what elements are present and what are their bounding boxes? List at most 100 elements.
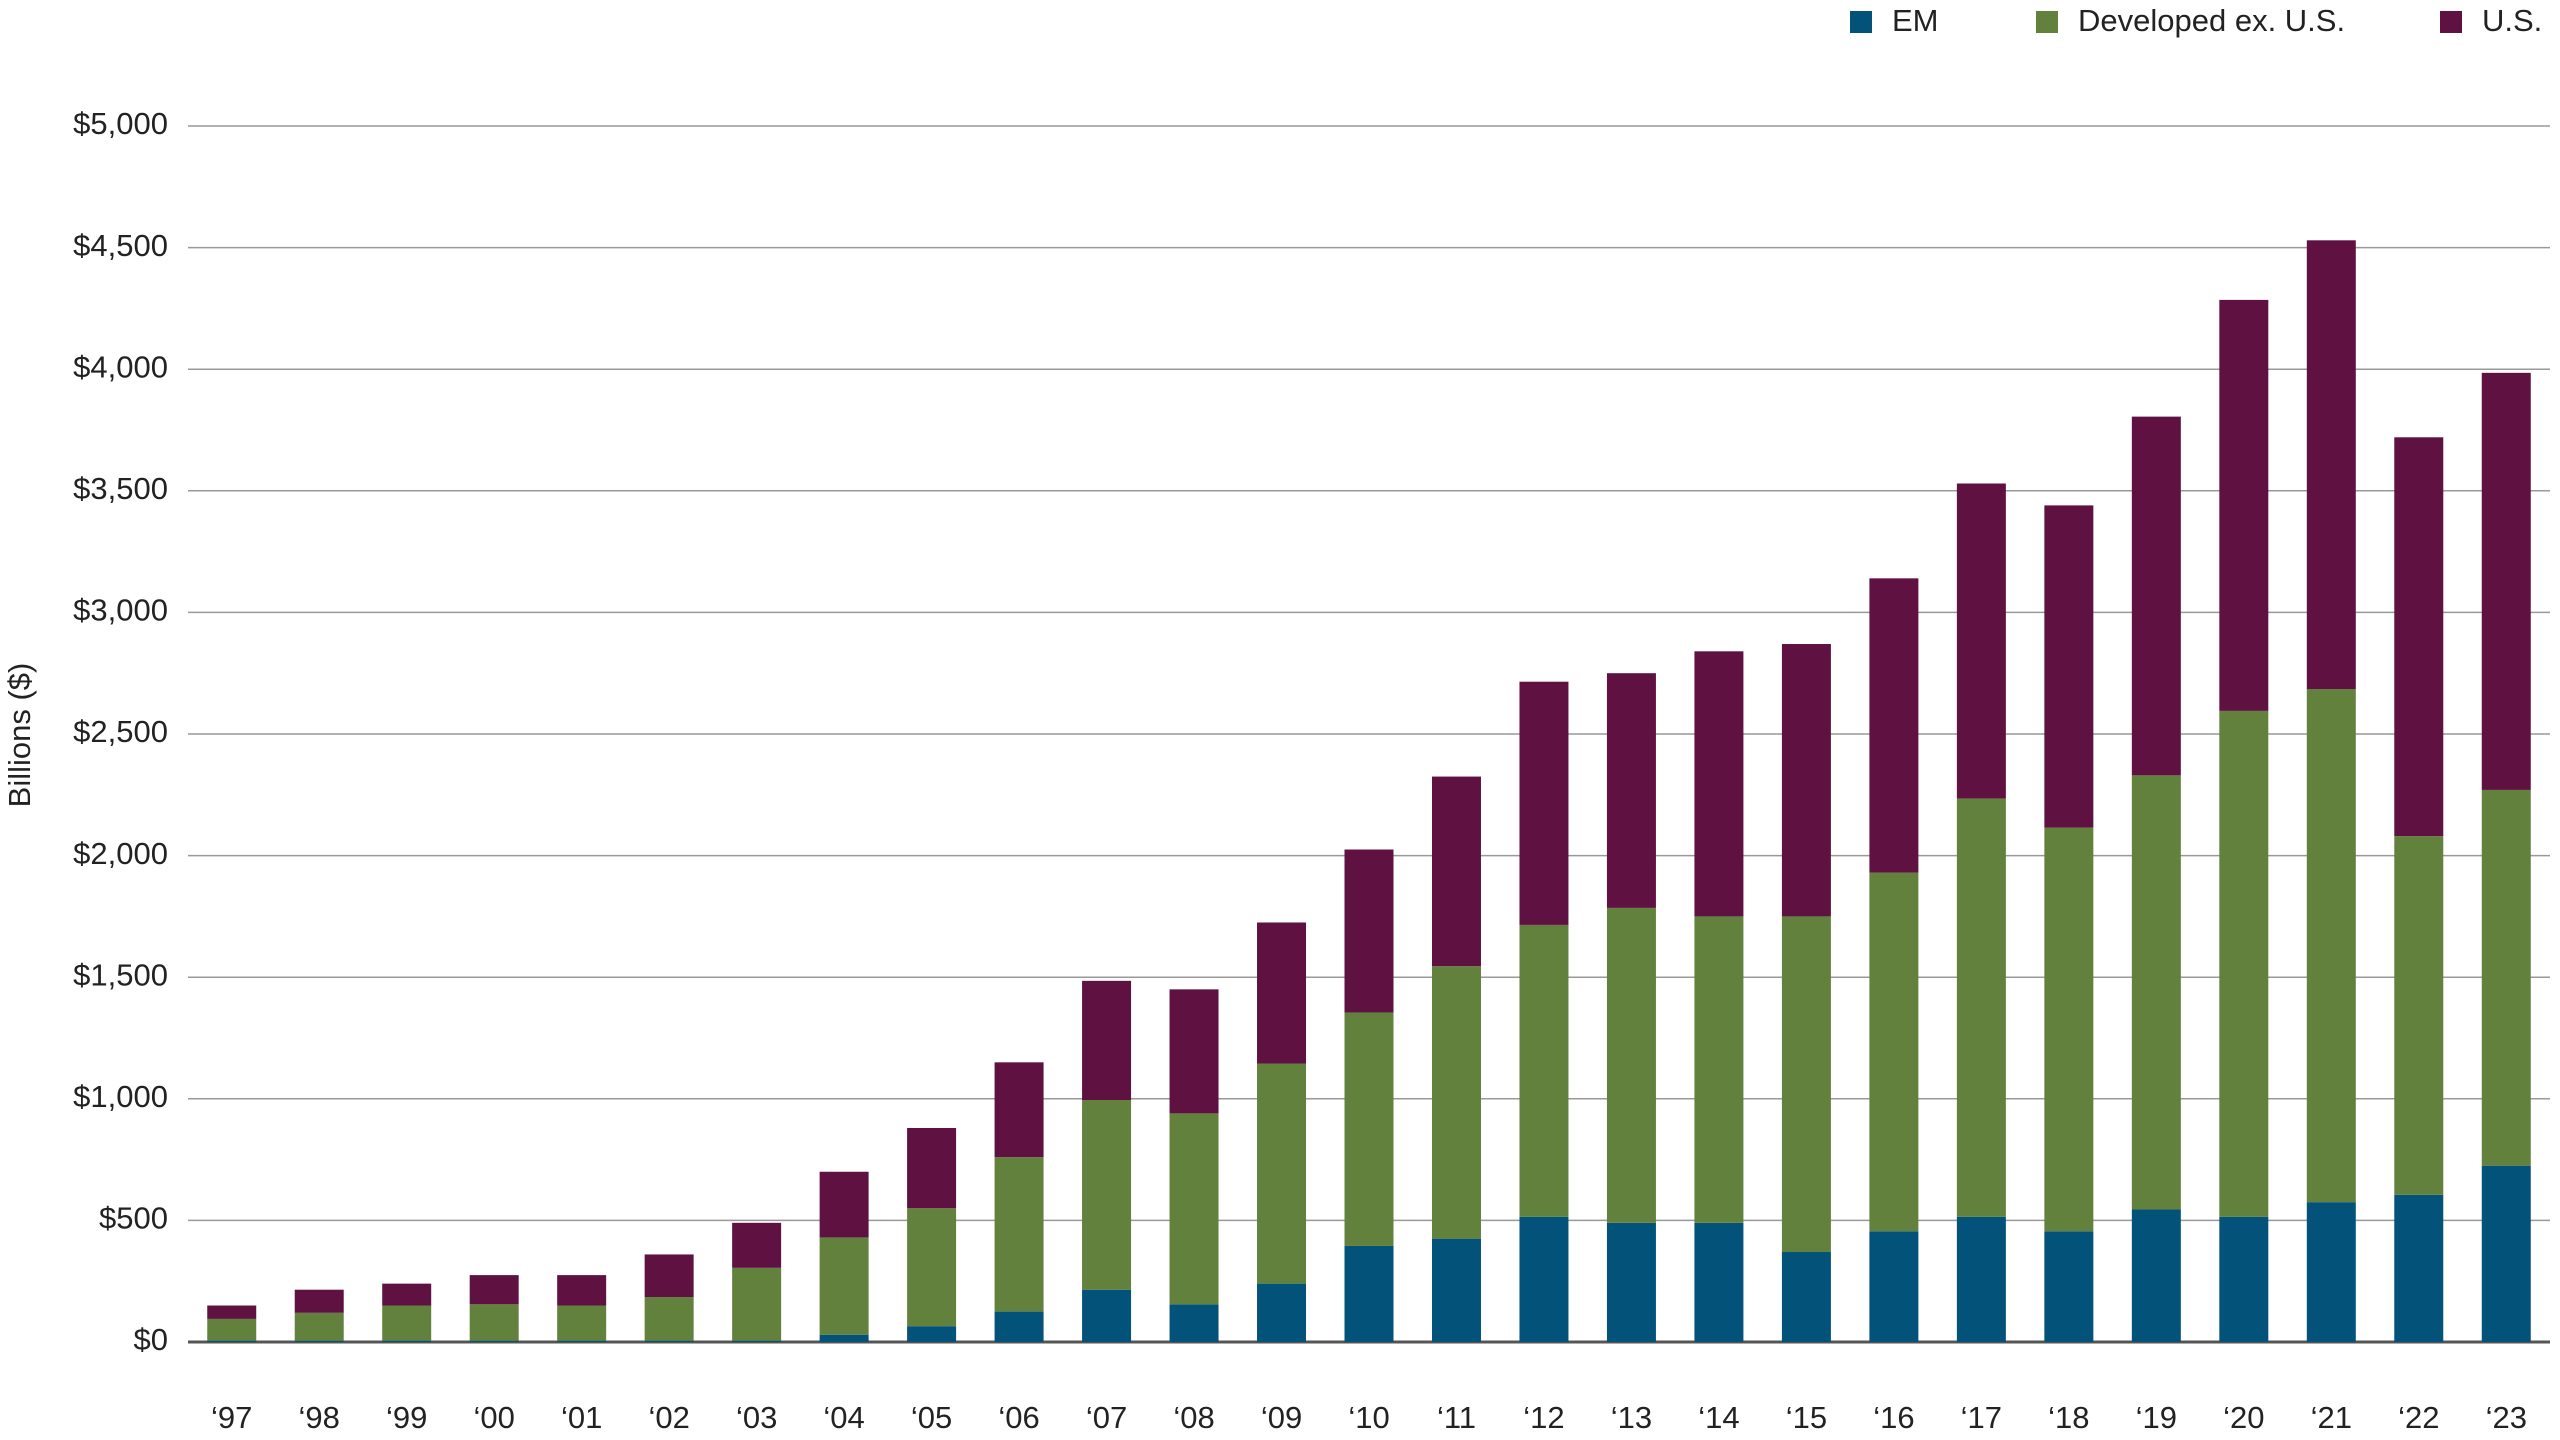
- bar-segment: [382, 1340, 432, 1342]
- x-tick-label: ‘22: [2398, 1400, 2439, 1435]
- x-tick-label: ‘99: [386, 1400, 427, 1435]
- legend-swatch: [2036, 11, 2058, 33]
- x-tick-label: ‘15: [1786, 1400, 1827, 1435]
- bar-segment: [1257, 1283, 1307, 1342]
- bar-segment: [207, 1305, 257, 1319]
- bar-segment: [294, 1340, 344, 1342]
- bar-segment: [2481, 372, 2531, 790]
- bar-segment: [1956, 483, 2006, 799]
- bar-segment: [994, 1157, 1044, 1312]
- bar-segment: [1344, 1012, 1394, 1246]
- bar-segment: [644, 1340, 694, 1342]
- bar-segment: [294, 1289, 344, 1313]
- y-tick-label: $3,000: [73, 593, 168, 628]
- x-tick-label: ‘12: [1523, 1400, 1564, 1435]
- x-tick-label: ‘20: [2223, 1400, 2264, 1435]
- bar-segment: [2306, 689, 2356, 1203]
- bar-segment: [1956, 1216, 2006, 1342]
- y-axis-label: Billions ($): [2, 663, 37, 808]
- bar-segment: [907, 1127, 957, 1209]
- bar-segment: [2131, 775, 2181, 1210]
- bar-segment: [2481, 1165, 2531, 1342]
- bar-segment: [819, 1334, 869, 1342]
- bar-segment: [1606, 907, 1656, 1223]
- legend-label: Developed ex. U.S.: [2078, 3, 2345, 38]
- x-tick-label: ‘10: [1348, 1400, 1389, 1435]
- bar-segment: [1869, 578, 1919, 873]
- bar-segment: [1869, 1231, 1919, 1342]
- legend-label: EM: [1892, 3, 1939, 38]
- bar-segment: [469, 1304, 519, 1341]
- x-tick-label: ‘17: [1961, 1400, 2002, 1435]
- x-tick-label: ‘14: [1698, 1400, 1739, 1435]
- bar-segment: [557, 1340, 607, 1342]
- bar-segment: [1431, 1238, 1481, 1342]
- x-tick-label: ‘13: [1611, 1400, 1652, 1435]
- bar-segment: [1431, 776, 1481, 967]
- x-tick-label: ‘97: [211, 1400, 252, 1435]
- bar-segment: [294, 1312, 344, 1341]
- x-tick-label: ‘23: [2486, 1400, 2527, 1435]
- x-tick-label: ‘03: [736, 1400, 777, 1435]
- bar-segment: [819, 1237, 869, 1335]
- bar-segment: [1781, 916, 1831, 1253]
- y-tick-label: $2,000: [73, 836, 168, 871]
- bar-segment: [1519, 924, 1569, 1217]
- bar-segment: [819, 1171, 869, 1238]
- bar-segment: [2044, 827, 2094, 1232]
- bar-segment: [1694, 916, 1744, 1223]
- bar-segment: [382, 1305, 432, 1341]
- bar-segment: [1169, 1113, 1219, 1305]
- bar-segment: [1519, 681, 1569, 925]
- bar-segment: [2394, 836, 2444, 1195]
- x-tick-label: ‘16: [1873, 1400, 1914, 1435]
- bar-segment: [1082, 980, 1132, 1101]
- bar-segment: [557, 1305, 607, 1341]
- bar-segment: [644, 1297, 694, 1341]
- bar-segment: [2219, 710, 2269, 1217]
- x-tick-label: ‘07: [1086, 1400, 1127, 1435]
- bar-segment: [2131, 416, 2181, 776]
- bar-segment: [644, 1254, 694, 1298]
- x-tick-label: ‘05: [911, 1400, 952, 1435]
- x-tick-label: ‘02: [648, 1400, 689, 1435]
- y-tick-label: $0: [134, 1322, 168, 1357]
- bar-segment: [1694, 1222, 1744, 1342]
- x-tick-label: ‘08: [1173, 1400, 1214, 1435]
- y-tick-label: $5,000: [73, 106, 168, 141]
- bar-segment: [1169, 989, 1219, 1114]
- bar-segment: [469, 1275, 519, 1305]
- bar-segment: [1082, 1289, 1132, 1342]
- bar-segment: [1257, 1063, 1307, 1284]
- bar-segment: [1082, 1100, 1132, 1290]
- bar-segment: [1606, 1222, 1656, 1342]
- x-tick-label: ‘19: [2136, 1400, 2177, 1435]
- bar-segment: [2044, 1231, 2094, 1342]
- bar-segment: [557, 1275, 607, 1306]
- bar-segment: [2306, 1202, 2356, 1342]
- bar-segment: [469, 1340, 519, 1342]
- bar-segment: [207, 1340, 257, 1342]
- bar-segment: [994, 1062, 1044, 1158]
- legend-swatch: [1850, 11, 1872, 33]
- bar-segment: [2306, 240, 2356, 690]
- bar-segment: [1344, 1245, 1394, 1342]
- bar-segment: [1869, 872, 1919, 1232]
- bar-segment: [1344, 849, 1394, 1013]
- bar-segment: [1257, 922, 1307, 1064]
- bar-segment: [1431, 966, 1481, 1239]
- legend-label: U.S.: [2482, 3, 2542, 38]
- bar-segment: [2219, 1216, 2269, 1342]
- x-tick-label: ‘98: [299, 1400, 340, 1435]
- bar-segment: [2394, 437, 2444, 837]
- bar-segment: [732, 1267, 782, 1341]
- bar-segment: [1694, 651, 1744, 917]
- y-tick-label: $2,500: [73, 714, 168, 749]
- y-tick-label: $1,000: [73, 1079, 168, 1114]
- x-tick-label: ‘09: [1261, 1400, 1302, 1435]
- bar-segment: [907, 1208, 957, 1327]
- x-tick-label: ‘11: [1437, 1400, 1476, 1435]
- bar-segment: [1956, 798, 2006, 1217]
- bar-segment: [1781, 1252, 1831, 1342]
